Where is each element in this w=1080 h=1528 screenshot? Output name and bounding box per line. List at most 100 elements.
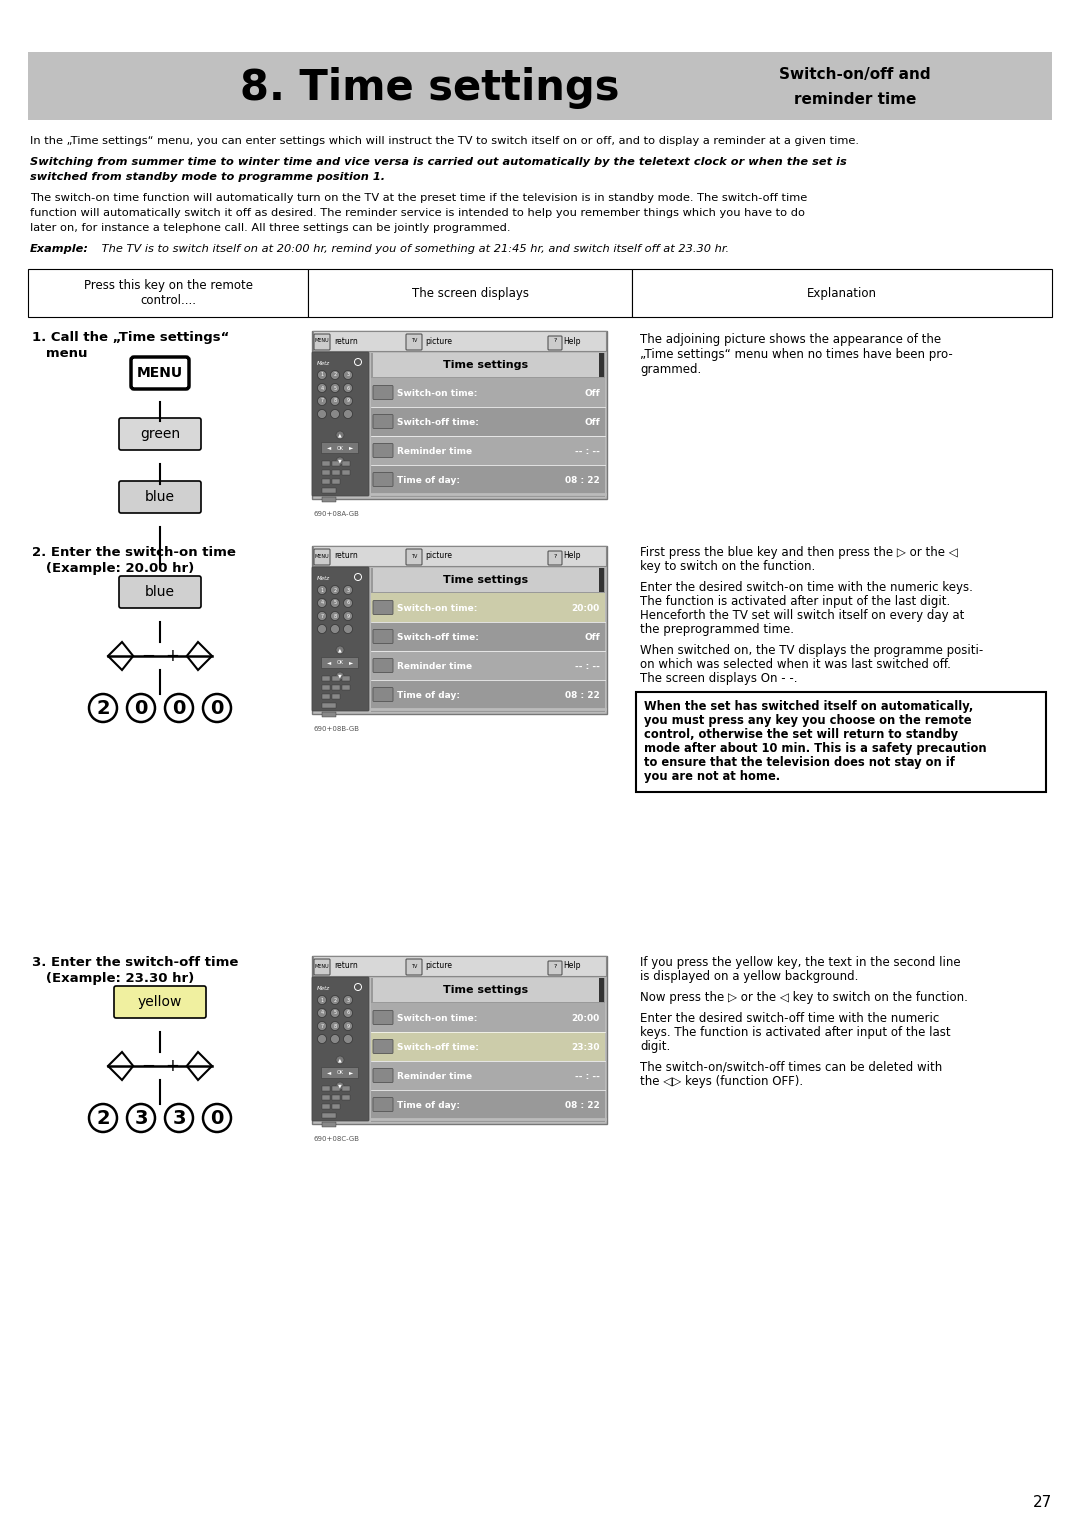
Text: The adjoining picture shows the appearance of the: The adjoining picture shows the appearan… [640, 333, 941, 345]
Text: (Example: 23.30 hr): (Example: 23.30 hr) [32, 972, 194, 986]
Circle shape [165, 1105, 193, 1132]
Circle shape [343, 370, 352, 379]
Text: Metz: Metz [318, 576, 330, 581]
Text: 0: 0 [211, 1108, 224, 1128]
Text: 08 : 22: 08 : 22 [565, 1102, 600, 1109]
Circle shape [330, 585, 339, 594]
Text: 8. Time settings: 8. Time settings [240, 67, 620, 108]
Text: +: + [165, 646, 179, 665]
FancyBboxPatch shape [373, 1039, 393, 1053]
Text: +: + [165, 1057, 179, 1076]
Circle shape [203, 1105, 231, 1132]
Text: 7: 7 [321, 399, 324, 403]
Text: Henceforth the TV set will switch itself on every day at: Henceforth the TV set will switch itself… [640, 610, 964, 622]
Text: 6: 6 [347, 1010, 350, 1016]
Text: Switch-off time:: Switch-off time: [397, 1044, 478, 1051]
FancyBboxPatch shape [312, 567, 369, 711]
Text: OK: OK [337, 660, 343, 666]
Circle shape [330, 1008, 339, 1018]
Bar [332, 694, 340, 698]
Bar [599, 978, 604, 1002]
Circle shape [343, 396, 352, 405]
Text: The screen displays: The screen displays [411, 287, 528, 299]
Text: 2: 2 [334, 998, 337, 1002]
Text: 2: 2 [334, 587, 337, 593]
Text: 7: 7 [321, 1024, 324, 1028]
Text: Off: Off [584, 390, 600, 397]
Circle shape [127, 694, 156, 723]
Text: The screen displays On - -.: The screen displays On - -. [640, 672, 797, 685]
FancyBboxPatch shape [406, 335, 422, 350]
FancyBboxPatch shape [406, 960, 422, 975]
Text: -- : --: -- : -- [576, 448, 600, 455]
Text: 20:00: 20:00 [571, 604, 600, 613]
Text: Enter the desired switch-on time with the numeric keys.: Enter the desired switch-on time with th… [640, 581, 973, 594]
Text: 9: 9 [347, 399, 350, 403]
Text: The TV is to switch itself on at 20:00 hr, remind you of something at 21:45 hr, : The TV is to switch itself on at 20:00 h… [98, 244, 729, 254]
Circle shape [89, 1105, 117, 1132]
FancyBboxPatch shape [373, 1068, 393, 1082]
Text: 3: 3 [347, 587, 350, 593]
Bar [312, 957, 607, 1125]
Bar [332, 685, 340, 691]
Text: return: return [334, 336, 357, 345]
Circle shape [330, 996, 339, 1004]
Text: 690+08C-GB: 690+08C-GB [314, 1135, 360, 1141]
Bar [322, 497, 336, 503]
Bar [342, 461, 350, 466]
Bar [372, 1031, 605, 1060]
FancyBboxPatch shape [373, 472, 393, 486]
Text: later on, for instance a telephone call. All three settings can be jointly progr: later on, for instance a telephone call.… [30, 223, 511, 232]
Text: 8: 8 [334, 614, 337, 619]
Bar [372, 1060, 605, 1089]
Bar [308, 269, 632, 316]
Bar [372, 377, 605, 406]
Circle shape [318, 996, 326, 1004]
Text: function will automatically switch it off as desired. The reminder service is in: function will automatically switch it of… [30, 208, 805, 219]
Text: 1: 1 [321, 587, 324, 593]
Bar [322, 712, 336, 717]
Bar [332, 1105, 340, 1109]
Text: Time settings: Time settings [444, 361, 528, 370]
Bar [372, 465, 605, 494]
Bar [373, 353, 599, 377]
FancyBboxPatch shape [119, 419, 201, 451]
Circle shape [330, 370, 339, 379]
Text: return: return [334, 961, 357, 970]
Text: 9: 9 [347, 614, 350, 619]
Text: is displayed on a yellow background.: is displayed on a yellow background. [640, 970, 859, 983]
Text: Time of day:: Time of day: [397, 691, 460, 700]
Bar [599, 353, 604, 377]
Text: 8: 8 [334, 399, 337, 403]
Text: −: − [141, 1057, 154, 1076]
Text: ▲: ▲ [338, 1057, 342, 1062]
Circle shape [336, 672, 345, 680]
Text: 3: 3 [172, 1108, 186, 1128]
Bar [313, 957, 606, 976]
Text: ▲: ▲ [338, 648, 342, 652]
Circle shape [336, 646, 345, 654]
Text: Reminder time: Reminder time [397, 1073, 472, 1080]
Text: 4: 4 [321, 601, 324, 605]
Text: return: return [334, 552, 357, 561]
FancyBboxPatch shape [322, 657, 359, 669]
Text: ►: ► [349, 660, 353, 666]
Text: First press the blue key and then press the ▷ or the ◁: First press the blue key and then press … [640, 545, 958, 559]
Text: MENU: MENU [314, 964, 329, 969]
Bar [322, 703, 336, 707]
FancyBboxPatch shape [373, 1010, 393, 1024]
FancyBboxPatch shape [373, 688, 393, 701]
Text: 7: 7 [321, 614, 324, 619]
Bar [372, 1002, 605, 1031]
Bar [322, 685, 330, 691]
Circle shape [203, 694, 231, 723]
Text: Help: Help [563, 552, 581, 561]
Bar [632, 269, 1052, 316]
Text: If you press the yellow key, the text in the second line: If you press the yellow key, the text in… [640, 957, 960, 969]
Bar [372, 680, 605, 709]
Bar [322, 478, 330, 484]
Text: reminder time: reminder time [794, 93, 916, 107]
FancyBboxPatch shape [119, 576, 201, 608]
Text: Explanation: Explanation [807, 287, 877, 299]
Text: −: − [141, 646, 154, 665]
